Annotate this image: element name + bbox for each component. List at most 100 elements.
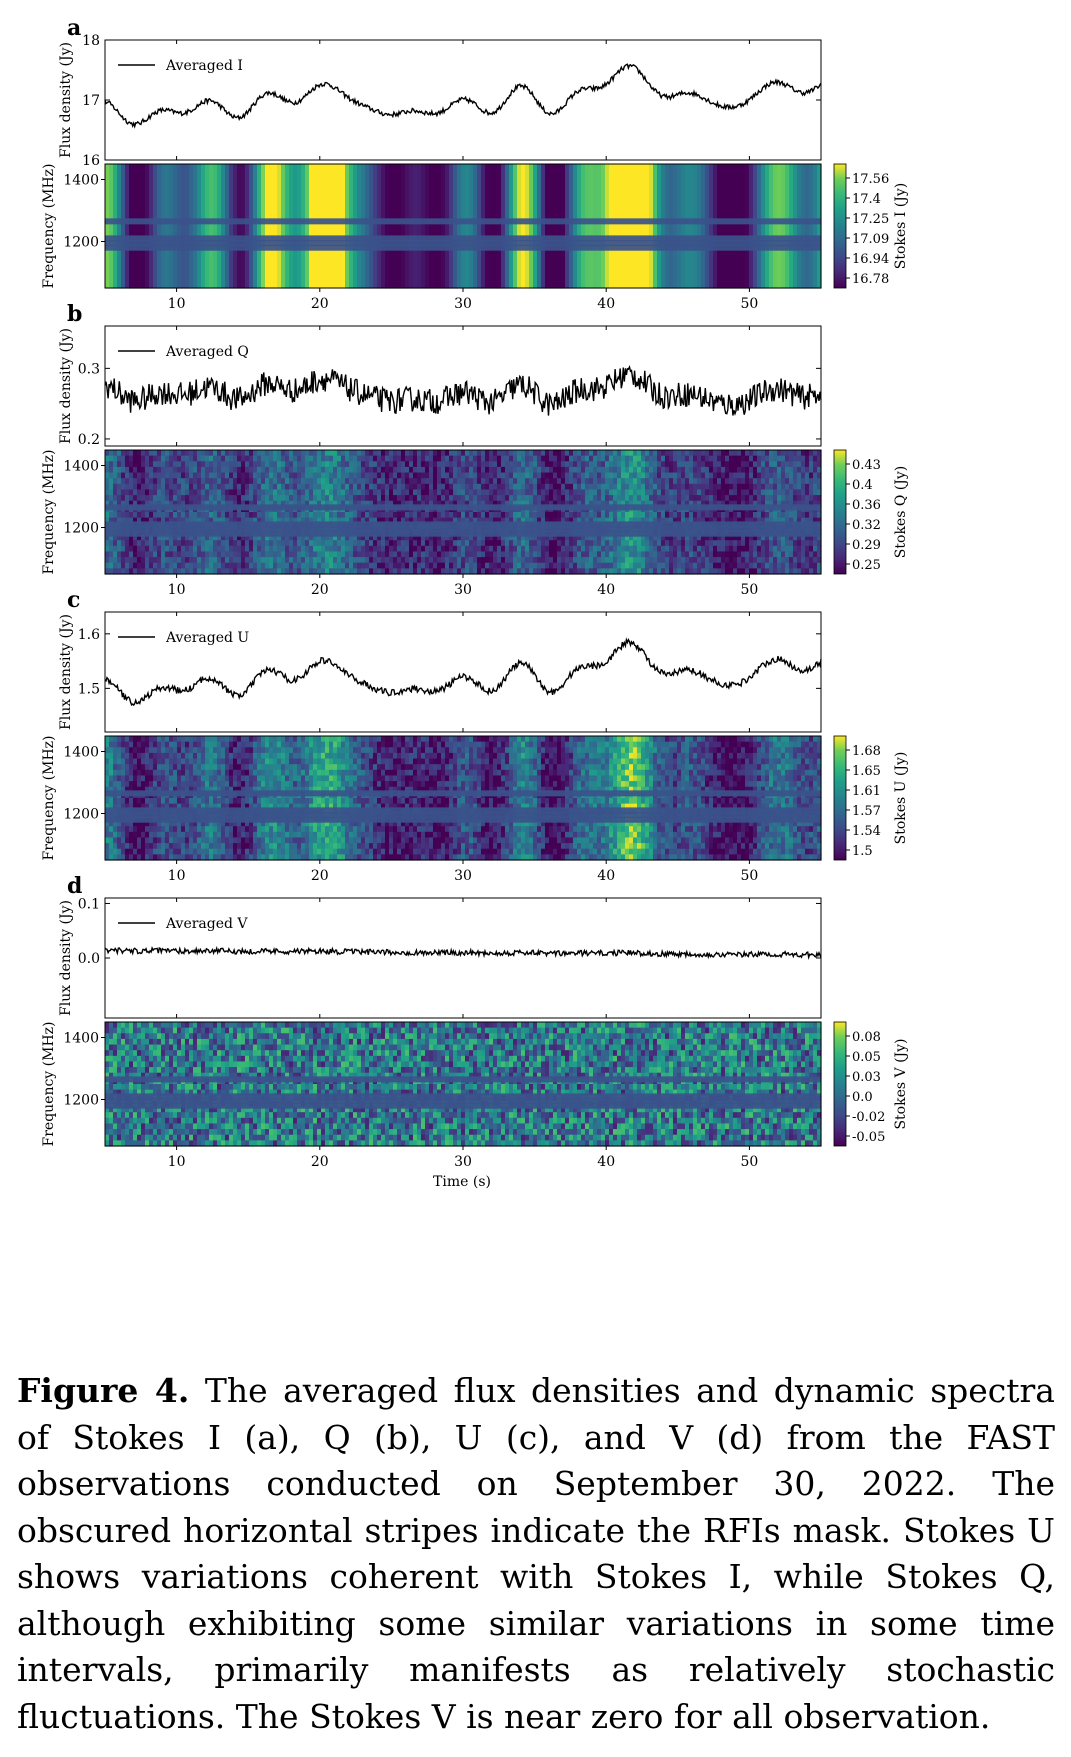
spectrum-cell: [657, 455, 662, 462]
spectrum-cell: [325, 455, 330, 462]
spectrum-cell: [261, 500, 266, 507]
spectrum-cell: [709, 534, 714, 541]
spectrum-cell: [793, 562, 798, 569]
spectrum-cell: [697, 551, 702, 558]
spectrum-cell: [373, 551, 378, 558]
spectrum-cell: [813, 562, 818, 569]
spectrum-cell: [181, 568, 186, 575]
spectrum-cell: [277, 489, 282, 496]
spectrum-cell: [561, 540, 566, 547]
spectrum-cell: [813, 540, 818, 547]
spectrum-cell: [249, 540, 254, 547]
spectrum-cell: [681, 545, 686, 553]
spectrum-cell: [769, 461, 774, 468]
spectrum-cell: [737, 557, 742, 564]
spectrum-cell: [737, 568, 742, 575]
spectrum-cell: [189, 831, 194, 839]
spectrum-cell: [105, 512, 110, 519]
spectrum-cell: [117, 534, 122, 541]
spectrum-cell: [149, 545, 154, 553]
spectrum-cell: [505, 472, 510, 479]
spectrum-cell: [121, 775, 126, 782]
spectrum-cell: [517, 562, 522, 569]
spectrum-cell: [437, 534, 442, 541]
spectrum-cell: [401, 164, 406, 289]
spectrum-cell: [717, 562, 722, 569]
spectrum-cell: [513, 450, 518, 457]
spectrum-cell: [565, 466, 570, 474]
spectrum-cell: [393, 495, 398, 502]
spectrum-cell: [413, 461, 418, 468]
spectrum-cell: [649, 557, 654, 564]
spectrum-cell: [493, 551, 498, 558]
spectrum-cell: [469, 164, 474, 289]
spectrum-cell: [573, 495, 578, 502]
spectrum-cell: [693, 461, 698, 468]
spectrum-cell: [297, 489, 302, 496]
spectrum-cell: [729, 562, 734, 569]
spectrum-cell: [793, 472, 798, 479]
spectrum-cell: [229, 781, 234, 788]
spectrum-cell: [689, 568, 694, 575]
spectrum-cell: [269, 551, 274, 558]
spectrum-cell: [425, 540, 430, 547]
spectrum-cell: [633, 164, 638, 289]
spectrum-cell: [385, 472, 390, 479]
spectrum-cell: [573, 483, 578, 491]
spectrum-cell: [325, 478, 330, 485]
spectrum-cell: [173, 781, 178, 788]
spectrum-cell: [185, 512, 190, 519]
spectrum-cell: [425, 483, 430, 491]
spectrum-cell: [469, 450, 474, 457]
spectrum-cell: [493, 489, 498, 496]
spectrum-cell: [421, 551, 426, 558]
spectrum-cell: [369, 551, 374, 558]
spectrum-cell: [809, 489, 814, 496]
spectrum-cell: [209, 495, 214, 502]
spectrum-cell: [321, 568, 326, 575]
spectrum-cell: [481, 489, 486, 496]
spectrum-cell: [717, 455, 722, 462]
spectrum-cell: [265, 568, 270, 575]
spectrum-cell: [297, 478, 302, 485]
spectrum-cell: [769, 450, 774, 457]
spectrum-cell: [433, 551, 438, 558]
spectrum-cell: [401, 551, 406, 558]
spectrum-cell: [385, 478, 390, 485]
spectrum-cell: [205, 854, 210, 861]
spectrum-cell: [597, 512, 602, 519]
spectrum-cell: [493, 483, 498, 491]
spectrum-cell: [597, 562, 602, 569]
spectrum-cell: [653, 466, 658, 474]
spectrum-cell: [705, 455, 710, 462]
spectrum-cell: [465, 483, 470, 491]
spectrum-cell: [581, 164, 586, 289]
spectrum-cell: [581, 450, 586, 457]
spectrum-cell: [365, 545, 370, 553]
spectrum-cell: [545, 450, 550, 457]
spectrum-cell: [661, 517, 666, 524]
spectrum-cell: [737, 489, 742, 496]
spectrum-cell: [605, 545, 610, 553]
spectrum-cell: [129, 500, 134, 507]
spectrum-cell: [297, 551, 302, 558]
spectrum-cell: [777, 534, 782, 541]
spectrum-cell: [181, 803, 186, 810]
spectrum-cell: [717, 472, 722, 479]
spectrum-cell: [113, 781, 118, 788]
spectrum-cell: [161, 758, 166, 765]
spectrum-cell: [201, 820, 206, 827]
spectrum-cell: [317, 568, 322, 575]
spectrum-cell: [229, 831, 234, 839]
spectrum-cell: [201, 854, 206, 861]
spectrum-cell: [749, 517, 754, 524]
spectrum-cell: [289, 562, 294, 569]
spectrum-cell: [341, 466, 346, 474]
spectrum-cell: [349, 472, 354, 479]
spectrum-cell: [669, 455, 674, 462]
spectrum-cell: [729, 495, 734, 502]
spectrum-cell: [345, 512, 350, 519]
spectrum-cell: [257, 164, 262, 289]
spectrum-cell: [577, 466, 582, 474]
